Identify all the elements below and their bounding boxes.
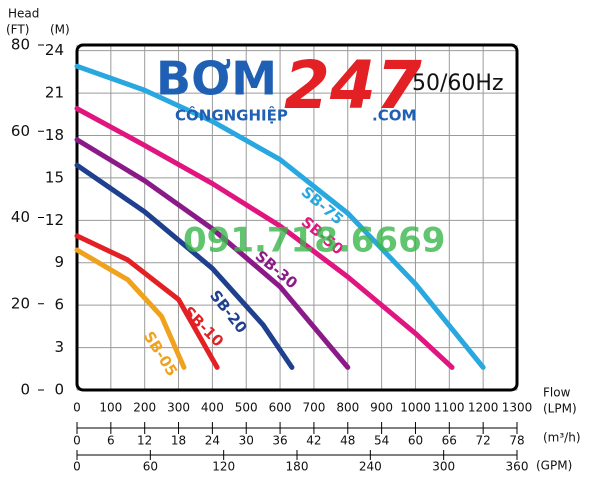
x3-tick-label: 0 (73, 460, 81, 474)
x-tick-label: 500 (235, 401, 258, 415)
x2-tick-label: 60 (408, 434, 423, 448)
x2-tick-label: 66 (442, 434, 457, 448)
y-tick-label: 3 (54, 338, 64, 356)
x2-tick-label: 0 (73, 434, 81, 448)
x-tick-label: 300 (167, 401, 190, 415)
y-tick-label: 15 (45, 168, 64, 186)
x-tick-label: 200 (133, 401, 156, 415)
x2-tick-label: 24 (205, 434, 220, 448)
y2-unit: (FT) (6, 23, 29, 37)
curve (74, 137, 351, 370)
x3-tick-label: 300 (432, 460, 455, 474)
x2-tick-label: 6 (107, 434, 115, 448)
x-tick-label: 1200 (468, 401, 499, 415)
x3-tick-label: 120 (212, 460, 235, 474)
x2-tick-label: 36 (272, 434, 287, 448)
logo-domain: .COM (372, 107, 416, 125)
phone-watermark: 091.718.6669 (183, 221, 445, 261)
x3-tick-label: 240 (359, 460, 382, 474)
y2-tick-label: 20 (11, 294, 30, 312)
x-unit: (LPM) (543, 402, 577, 416)
y2-tick-label: 80 (11, 36, 30, 54)
logo-sub: CÔNGNGHIỆP (175, 105, 288, 125)
x2-tick-label: 48 (340, 434, 355, 448)
x-tick-label: 1100 (434, 401, 465, 415)
curve (74, 247, 187, 370)
y-tick-label: 24 (45, 41, 64, 59)
y2-tick-label: 0 (20, 381, 30, 399)
x-tick-label: 600 (269, 401, 292, 415)
x-tick-label: 1000 (400, 401, 431, 415)
x2-tick-label: 30 (239, 434, 254, 448)
x2-tick-label: 18 (171, 434, 186, 448)
x3-tick-label: 180 (286, 460, 309, 474)
y-title: Head (8, 7, 39, 21)
y-tick-label: 18 (45, 126, 64, 144)
x2-tick-label: 78 (509, 434, 524, 448)
curve (74, 162, 295, 370)
x-tick-label: 800 (336, 401, 359, 415)
y2-tick-label: 40 (11, 208, 30, 226)
curve-label: SB-05 (140, 328, 181, 379)
y-tick-label: 12 (45, 211, 64, 229)
logo-brand: BƠM (156, 52, 277, 106)
x-tick-label: 900 (370, 401, 393, 415)
x-tick-label: 0 (73, 401, 81, 415)
x-tick-label: 700 (302, 401, 325, 415)
plot-frame (75, 43, 519, 392)
x3-tick-label: 360 (506, 460, 529, 474)
curve (74, 106, 455, 370)
y-tick-label: 21 (45, 84, 64, 102)
y-tick-label: 0 (54, 381, 64, 399)
x2-tick-label: 54 (374, 434, 389, 448)
frequency-label: 50/60Hz (412, 71, 504, 96)
x3-tick-label: 60 (143, 460, 158, 474)
y-tick-label: 6 (54, 296, 64, 314)
x2-unit: (m³/h) (543, 431, 581, 445)
y2-tick-label: 60 (11, 122, 30, 140)
curve (74, 233, 220, 370)
x-tick-label: 1300 (502, 401, 533, 415)
curve (74, 63, 486, 370)
x-tick-label: 400 (201, 401, 224, 415)
x2-tick-label: 42 (306, 434, 321, 448)
x3-unit: (GPM) (536, 459, 572, 473)
x-title: Flow (543, 386, 571, 400)
y-unit: (M) (50, 23, 70, 37)
x2-tick-label: 12 (137, 434, 152, 448)
x-tick-label: 100 (99, 401, 122, 415)
y-tick-label: 9 (54, 253, 64, 271)
logo-number: 247 (284, 47, 422, 124)
x2-tick-label: 72 (476, 434, 491, 448)
